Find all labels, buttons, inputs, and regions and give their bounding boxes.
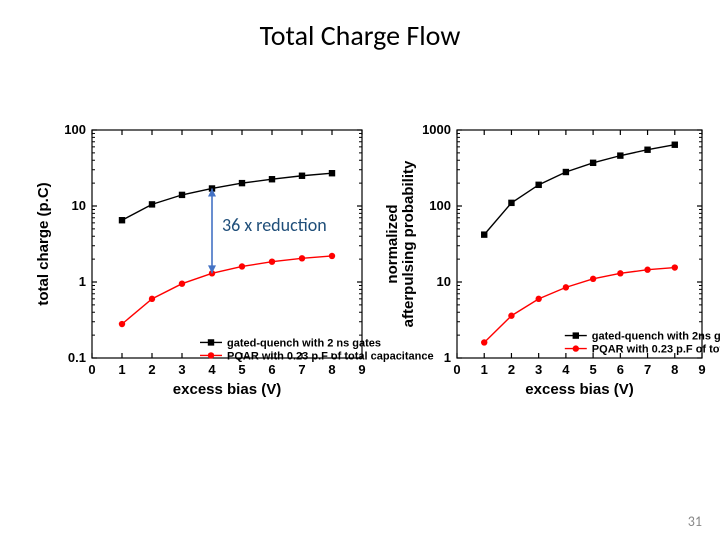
svg-text:5: 5 [589, 362, 596, 377]
svg-text:0: 0 [453, 362, 460, 377]
svg-text:4: 4 [208, 362, 216, 377]
svg-text:10: 10 [437, 274, 451, 289]
svg-text:1: 1 [118, 362, 125, 377]
svg-text:afterpulsing probability: afterpulsing probability [400, 160, 417, 327]
page-title: Total Charge Flow [0, 18, 720, 53]
svg-text:0: 0 [88, 362, 95, 377]
chart-left: 0 1 2 3 4 5 6 7 8 9 0.1 1 10 100 excess bias (V) total … [30, 120, 370, 400]
svg-text:total charge (p.C): total charge (p.C) [35, 182, 52, 305]
svg-text:9: 9 [358, 362, 365, 377]
svg-text:0.1: 0.1 [68, 350, 86, 365]
svg-text:7: 7 [644, 362, 651, 377]
svg-text:1: 1 [444, 350, 451, 365]
svg-text:excess bias (V): excess bias (V) [525, 381, 633, 398]
svg-text:gated-quench with 2 ns gates: gated-quench with 2 ns gates [227, 337, 381, 349]
svg-text:36 x reduction: 36 x reduction [222, 214, 327, 236]
svg-text:6: 6 [268, 362, 275, 377]
svg-text:PQAR with 0.23 p.F of total ca: PQAR with 0.23 p.F of total capacitance [592, 344, 720, 356]
svg-text:100: 100 [64, 122, 86, 137]
slide-number: 31 [688, 513, 702, 530]
svg-text:8: 8 [328, 362, 335, 377]
svg-text:2: 2 [148, 362, 155, 377]
svg-text:normalized: normalized [384, 204, 401, 283]
svg-text:6: 6 [617, 362, 624, 377]
chart-right: 01234567891101001000excess bias (V)norma… [395, 120, 710, 400]
svg-text:1000: 1000 [422, 122, 451, 137]
svg-text:3: 3 [178, 362, 185, 377]
svg-text:1: 1 [481, 362, 488, 377]
svg-text:gated-quench with 2ns gates: gated-quench with 2ns gates [592, 331, 720, 343]
svg-text:9: 9 [698, 362, 705, 377]
svg-text:8: 8 [671, 362, 678, 377]
svg-text:4: 4 [562, 362, 570, 377]
svg-text:3: 3 [535, 362, 542, 377]
svg-text:5: 5 [238, 362, 245, 377]
svg-text:2: 2 [508, 362, 515, 377]
svg-text:100: 100 [429, 198, 451, 213]
svg-text:10: 10 [72, 198, 86, 213]
svg-text:excess bias (V): excess bias (V) [173, 381, 281, 398]
svg-text:7: 7 [298, 362, 305, 377]
svg-text:1: 1 [79, 274, 86, 289]
